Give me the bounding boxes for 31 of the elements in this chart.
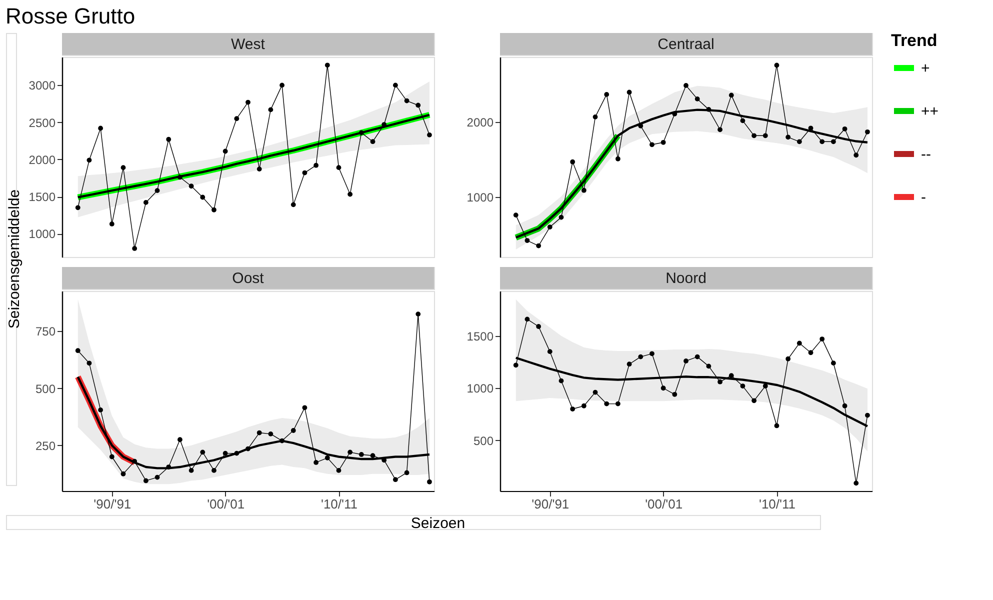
x-tick-label: '00/'01: [645, 496, 683, 512]
chart-title: Oost: [232, 270, 265, 287]
chart-title: Noord: [666, 270, 706, 287]
legend-label: --: [921, 146, 931, 163]
y-tick-label: 750: [35, 324, 56, 339]
y-tick-label: 1000: [466, 190, 494, 205]
y-tick-label: 2500: [28, 116, 56, 130]
x-tick-label: '90/'91: [532, 496, 570, 512]
x-tick-label: '10/'11: [320, 496, 358, 512]
y-tick-label: 2000: [28, 152, 56, 167]
x-axis-title: Seizoen: [410, 515, 466, 532]
x-tick-label: '10/'11: [758, 496, 796, 512]
text: Rosse Grutto: [6, 4, 136, 28]
y-tick-label: 2000: [466, 116, 494, 130]
y-tick-label: 1500: [466, 329, 494, 344]
legend-title: Trend: [891, 31, 938, 50]
chart-title: West: [231, 36, 266, 53]
y-tick-label: 500: [473, 434, 494, 448]
x-tick-label: '00/'01: [207, 496, 245, 512]
y-tick-label: 3000: [28, 78, 56, 93]
x-tick-label: '90/'91: [94, 496, 132, 512]
chart-title: Centraal: [658, 36, 714, 53]
legend-label: +: [921, 60, 930, 77]
legend-label: ++: [921, 103, 939, 120]
legend-label: -: [921, 189, 926, 206]
y-tick-label: 1000: [28, 227, 56, 242]
y-tick-label: 250: [35, 438, 56, 453]
y-tick-label: 1500: [28, 190, 56, 204]
y-axis-title: Seizoensgemiddelde: [6, 189, 23, 329]
y-tick-label: 500: [35, 382, 56, 396]
y-tick-label: 1000: [466, 382, 494, 396]
